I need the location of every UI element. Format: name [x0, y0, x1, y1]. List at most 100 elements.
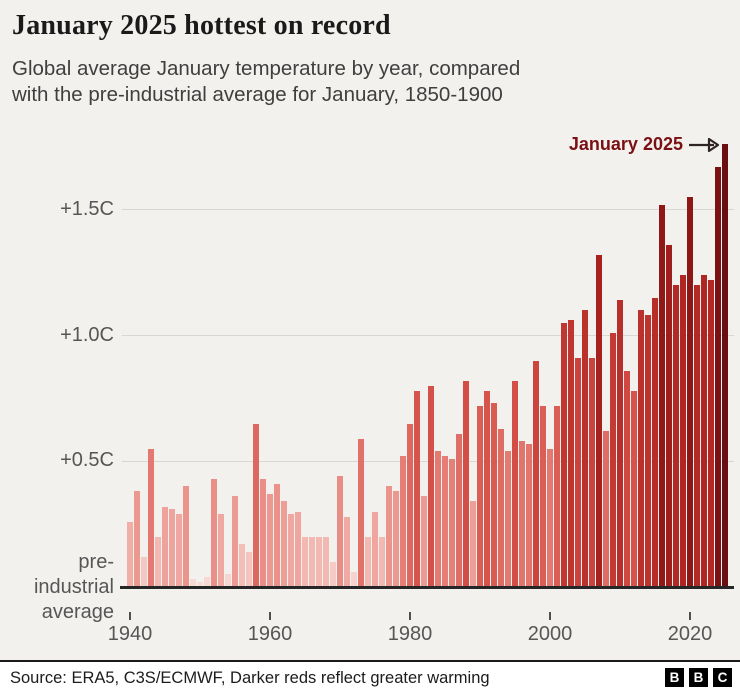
bar-1973 — [358, 438, 364, 587]
y-axis-label-+1.5C: +1.5C — [60, 197, 114, 220]
right-arrow-icon — [689, 137, 720, 153]
x-axis-label-1980: 1980 — [387, 623, 433, 645]
bar-2013 — [638, 310, 644, 587]
bar-1990 — [477, 405, 483, 587]
y-axis-label-+1.0C: +1.0C — [60, 323, 114, 346]
bar-1963 — [288, 514, 294, 587]
bar-1956 — [239, 544, 245, 587]
baseline-label-line-2: industrial — [33, 576, 114, 598]
bar-1968 — [323, 536, 329, 587]
bar-1954 — [225, 574, 231, 587]
bar-1940 — [127, 521, 133, 587]
subtitle-line-1: Global average January temperature by ye… — [12, 57, 521, 80]
bar-1946 — [169, 509, 175, 587]
bar-2016 — [659, 204, 665, 587]
x-axis-label-1960: 1960 — [247, 623, 293, 645]
gridline-+1.0C — [122, 335, 734, 336]
bar-2019 — [680, 275, 686, 587]
bar-1969 — [330, 561, 336, 587]
bar-1970 — [337, 476, 343, 587]
bar-1943 — [148, 448, 154, 587]
bar-1978 — [393, 491, 399, 587]
bar-2022 — [701, 275, 707, 587]
y-axis-label-+0.5C: +0.5C — [60, 449, 114, 472]
annotation-label: January 2025 — [568, 134, 683, 154]
bar-1992 — [491, 403, 497, 587]
bar-1995 — [512, 380, 518, 587]
bbc-logo-block-b1: B — [665, 668, 684, 687]
bbc-logo: B B C — [665, 668, 732, 687]
bar-1993 — [498, 428, 504, 587]
bar-1966 — [309, 536, 315, 587]
x-axis-label-2000: 2000 — [527, 623, 573, 645]
bar-1941 — [134, 491, 140, 587]
gridline-+0.5C — [122, 460, 734, 462]
bar-1942 — [141, 556, 147, 587]
bar-1987 — [456, 433, 462, 587]
bar-1959 — [260, 478, 266, 587]
bar-2025 — [722, 144, 728, 587]
x-tick-2000 — [549, 612, 551, 620]
chart-subtitle: Global average January temperature by ye… — [12, 56, 712, 108]
bar-1999 — [540, 405, 546, 587]
bar-1997 — [526, 443, 532, 587]
x-tick-1960 — [269, 612, 271, 620]
bar-2020 — [687, 197, 693, 587]
bar-1980 — [407, 423, 413, 587]
baseline-label-line-3: average — [41, 601, 114, 623]
bar-2024 — [715, 166, 721, 587]
bar-1986 — [449, 458, 455, 587]
bar-2006 — [589, 358, 595, 587]
bar-1949 — [190, 579, 196, 587]
bar-1977 — [386, 486, 392, 587]
bar-1991 — [484, 390, 490, 587]
bar-2008 — [603, 431, 609, 587]
bar-1953 — [218, 514, 224, 587]
bar-2021 — [694, 285, 700, 587]
bar-1989 — [470, 501, 476, 587]
x-axis-label-1940: 1940 — [107, 623, 153, 645]
bar-1951 — [204, 576, 210, 587]
bar-1979 — [400, 456, 406, 587]
bar-1998 — [533, 360, 539, 587]
baseline-label-line-1: pre- — [78, 551, 114, 573]
bar-1955 — [232, 496, 238, 587]
bar-2004 — [575, 358, 581, 587]
bar-2017 — [666, 244, 672, 587]
bar-2005 — [582, 310, 588, 587]
bar-1994 — [505, 451, 511, 587]
bar-2015 — [652, 297, 658, 587]
bar-1965 — [302, 536, 308, 587]
bar-1984 — [435, 451, 441, 587]
bar-2000 — [547, 448, 553, 587]
gridline-+1.5C — [122, 209, 734, 211]
bar-2023 — [708, 280, 714, 587]
bar-1948 — [183, 486, 189, 587]
bar-1950 — [197, 581, 203, 587]
bar-1960 — [267, 493, 273, 587]
bar-2009 — [610, 332, 616, 587]
source-text: Source: ERA5, C3S/ECMWF, Darker reds ref… — [10, 669, 490, 687]
bar-1947 — [176, 514, 182, 587]
bar-1944 — [155, 536, 161, 587]
bar-1975 — [372, 511, 378, 587]
bar-1972 — [351, 571, 357, 587]
bar-2012 — [631, 390, 637, 587]
bar-2011 — [624, 370, 630, 587]
bar-1958 — [253, 423, 259, 587]
subtitle-line-2: with the pre-industrial average for Janu… — [12, 83, 503, 106]
footer-bar: Source: ERA5, C3S/ECMWF, Darker reds ref… — [0, 660, 740, 694]
x-tick-1940 — [129, 612, 131, 620]
baseline-axis — [120, 586, 734, 589]
bar-1988 — [463, 380, 469, 587]
bar-2001 — [554, 405, 560, 587]
bar-1952 — [211, 478, 217, 587]
x-axis-label-2020: 2020 — [667, 623, 713, 645]
bar-2018 — [673, 285, 679, 587]
bbc-logo-block-c: C — [713, 668, 732, 687]
x-tick-1980 — [409, 612, 411, 620]
bar-1967 — [316, 536, 322, 587]
bar-1971 — [344, 516, 350, 587]
bar-2010 — [617, 300, 623, 587]
